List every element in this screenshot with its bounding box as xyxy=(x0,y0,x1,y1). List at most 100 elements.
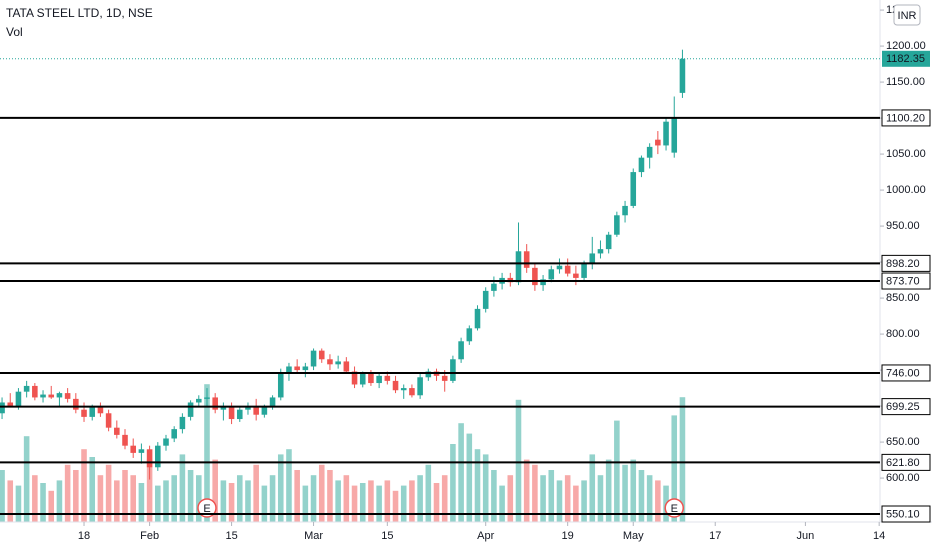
candle-body xyxy=(138,449,145,453)
level-label-box xyxy=(881,109,931,127)
candle-body xyxy=(474,308,481,329)
candle-body xyxy=(97,407,104,414)
earnings-label: E xyxy=(203,503,210,515)
candle-body xyxy=(81,409,87,417)
level-label: 699.25 xyxy=(886,401,920,413)
x-tick-label: 15 xyxy=(225,530,237,542)
level-label: 1100.20 xyxy=(886,112,925,124)
candle-body xyxy=(482,290,489,309)
volume-bar xyxy=(597,475,604,522)
candle-body xyxy=(523,251,530,268)
candle-body xyxy=(286,366,292,374)
volume-bar xyxy=(638,470,645,522)
volume-bar xyxy=(187,470,194,522)
candle-body xyxy=(302,366,309,371)
volume-bar xyxy=(179,454,186,522)
last-price-label: 1182.35 xyxy=(886,53,925,65)
candle-body xyxy=(196,398,202,403)
volume-bar xyxy=(491,470,497,522)
candle-body xyxy=(277,373,284,398)
volume-bar xyxy=(458,423,464,522)
candle-body xyxy=(400,388,407,391)
volume-bar xyxy=(146,459,153,522)
x-tick-label: Jun xyxy=(797,530,815,542)
candle-body xyxy=(597,249,604,254)
volume-bar xyxy=(212,459,218,522)
volume-bar xyxy=(622,464,628,522)
volume-bar xyxy=(122,470,128,522)
volume-bar xyxy=(351,485,358,522)
volume-bar xyxy=(97,475,104,522)
volume-bar xyxy=(261,485,268,522)
level-label-box xyxy=(881,453,931,471)
candle-body xyxy=(564,265,571,274)
candle-body xyxy=(64,393,71,399)
level-label: 746.00 xyxy=(886,367,920,379)
candle-body xyxy=(384,375,391,381)
y-tick-label: 1000.00 xyxy=(886,184,926,196)
earnings-label: E xyxy=(671,503,678,515)
volume-bar xyxy=(114,480,120,522)
candle-body xyxy=(679,58,686,93)
volume-bar xyxy=(220,480,227,522)
volume-bar xyxy=(64,464,71,522)
level-label: 873.70 xyxy=(886,275,920,287)
volume-bar xyxy=(548,470,555,522)
currency-box[interactable] xyxy=(893,4,921,26)
y-tick-label: 650.00 xyxy=(886,436,920,448)
candle-body xyxy=(220,406,227,410)
candle-body xyxy=(155,445,161,468)
candle-body xyxy=(605,234,612,250)
volume-bar xyxy=(573,485,579,522)
symbol-title: TATA STEEL LTD, 1D, NSE xyxy=(6,6,153,20)
volume-bar xyxy=(507,475,514,522)
volume-bar xyxy=(302,485,309,522)
candle-body xyxy=(458,341,464,360)
volume-bar xyxy=(327,470,333,522)
candle-body xyxy=(425,371,432,378)
candle-body xyxy=(646,146,653,158)
candle-body xyxy=(359,373,366,385)
volume-bar xyxy=(564,475,571,522)
volume-bar xyxy=(286,449,292,522)
volume-bar xyxy=(515,399,522,522)
volume-bar xyxy=(7,480,14,522)
candle-body xyxy=(368,373,374,384)
candle-body xyxy=(204,397,210,399)
level-label: 550.10 xyxy=(886,508,920,520)
volume-bar xyxy=(138,483,145,522)
y-tick-label: 1200.00 xyxy=(886,40,926,52)
candle-body xyxy=(114,427,120,435)
volume-bar xyxy=(0,470,5,522)
volume-bar xyxy=(630,459,637,522)
candle-body xyxy=(0,402,5,414)
y-tick-label: 800.00 xyxy=(886,328,920,340)
volume-bar xyxy=(368,480,374,522)
volume-bar xyxy=(310,475,317,522)
volume-bar xyxy=(384,480,391,522)
volume-bar xyxy=(105,464,112,522)
volume-bar xyxy=(269,475,276,522)
candle-body xyxy=(122,434,128,446)
volume-bar xyxy=(409,480,415,522)
candle-body xyxy=(40,394,46,398)
volume-bar xyxy=(671,415,678,522)
candle-body xyxy=(335,361,341,365)
candle-body xyxy=(515,251,522,283)
candle-body xyxy=(23,385,30,392)
x-tick-label: Mar xyxy=(304,530,323,542)
volume-bar xyxy=(130,475,136,522)
candle-body xyxy=(417,377,423,396)
level-label-box xyxy=(881,254,931,272)
candle-body xyxy=(409,388,415,396)
volume-bar xyxy=(196,475,202,522)
volume-bar xyxy=(523,459,530,522)
last-price-box xyxy=(882,50,930,67)
volume-bar xyxy=(556,480,563,522)
candle-body xyxy=(228,406,235,420)
candle-body xyxy=(540,279,546,286)
x-tick-label: 17 xyxy=(709,530,721,542)
level-label-box xyxy=(881,398,931,416)
currency-label[interactable]: INR xyxy=(898,10,917,22)
